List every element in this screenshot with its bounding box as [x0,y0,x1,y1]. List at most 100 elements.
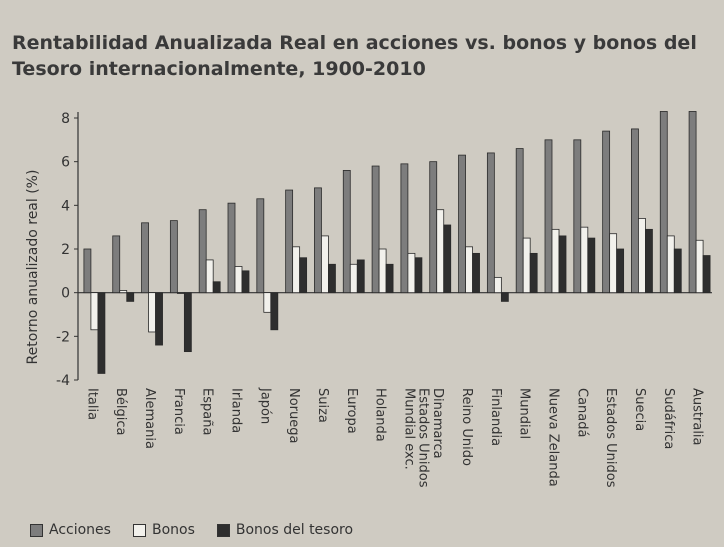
legend: Acciones Bonos Bonos del tesoro [30,522,353,538]
legend-swatch-bonos-tesoro [216,523,230,537]
x-tick-label: Canadá [574,388,589,437]
bar-bonos [148,292,156,333]
y-tick-label: 8 [61,111,70,127]
bar-acciones [112,235,121,294]
chart-title-line-2: Tesoro internacionalmente, 1900-2010 [12,58,426,80]
bar-bonos [695,239,704,294]
bar-acciones [458,154,466,294]
bar-bonos-del-tesoro [645,228,653,294]
x-tick-label: Japón [257,387,272,424]
x-tick-label: Suecia [632,388,647,431]
bar-acciones [141,222,149,294]
bar-bonos [176,292,185,294]
bar-bonos [205,259,214,294]
bar-bonos-del-tesoro [299,257,308,294]
legend-label-bonos-tesoro: Bonos del tesoro [235,522,354,538]
bar-bonos [522,237,531,294]
x-tick-label: Estados Unidos [603,388,618,488]
legend-label-acciones: Acciones [49,522,111,538]
bar-acciones [227,202,236,294]
bar-bonos [321,235,329,294]
bar-acciones [285,189,294,294]
x-tick-label: Bélgica [113,388,128,436]
bar-bonos [119,290,128,294]
bar-acciones [602,130,611,294]
bar-acciones [429,161,438,294]
bar-acciones [659,111,668,294]
bar-acciones [688,111,697,294]
bar-bonos [493,276,502,294]
bar-bonos-del-tesoro [126,292,135,302]
bar-bonos [580,226,589,294]
chart-title-line-1: Rentabilidad Anualizada Real en acciones… [12,32,697,54]
bar-bonos [465,246,473,294]
x-tick-label: Mundial exc. [401,388,416,470]
bar-acciones [573,139,582,294]
bar-bonos [263,292,272,313]
x-tick-label: Noruega [286,388,301,443]
x-tick-label: Italia [84,388,99,420]
bar-bonos [609,233,618,294]
bar-acciones [169,220,178,294]
bar-bonos-del-tesoro [673,248,682,294]
bar-bonos-del-tesoro [270,292,279,331]
bar-acciones [83,248,92,294]
bar-bonos [436,209,445,294]
bar-acciones [256,198,265,294]
x-tick-label: Irlanda [229,388,244,433]
x-tick-label: Australia [690,388,705,446]
bar-bonos-del-tesoro [356,259,365,294]
x-tick-label: Dinamarca [430,388,445,459]
bar-acciones [314,187,322,294]
bar-bonos-del-tesoro [212,281,221,294]
bar-bonos [378,248,387,294]
bar-acciones [198,209,207,294]
bar-bonos-del-tesoro [155,292,163,346]
bar-bonos-del-tesoro [616,248,625,294]
bar-bonos [292,246,301,294]
bar-acciones [371,165,380,294]
bar-bonos-del-tesoro [328,263,336,294]
y-tick-label: -4 [56,373,70,389]
x-tick-label: Mundial [517,388,532,439]
bar-bonos [234,266,243,294]
bar-acciones [544,139,553,294]
x-tick-label: Suiza [315,388,330,423]
bar-acciones [515,148,524,294]
bar-bonos-del-tesoro [587,237,596,294]
x-tick-label: Alemania [142,388,157,449]
x-tick-label: Nueva Zelanda [546,388,561,487]
bar-bonos [407,252,416,294]
y-tick-label: 2 [61,242,70,258]
legend-item-bonos-tesoro: Bonos del tesoro [216,522,354,538]
bar-bonos-del-tesoro [414,257,423,294]
bar-bonos-del-tesoro [472,252,480,294]
bar-bonos [349,263,358,294]
bar-acciones [486,152,495,294]
x-tick-label: Finlandia [488,388,503,446]
x-tick-label: Francia [171,388,186,435]
bar-bonos-del-tesoro [558,235,567,294]
y-axis-label: Retorno anualizado real (%) [25,170,41,365]
legend-swatch-bonos [132,523,146,537]
legend-item-acciones: Acciones [30,522,111,538]
bar-bonos-del-tesoro [529,252,538,294]
x-tick-label: Estados Unidos [415,388,430,488]
bar-bonos [90,292,99,331]
bar-bonos [666,235,675,294]
bar-bonos-del-tesoro [500,292,509,302]
bar-bonos-del-tesoro [241,270,250,294]
x-tick-label: Sudáfrica [661,388,676,449]
x-tick-label: Europa [344,388,359,434]
bar-acciones [400,163,409,294]
bar-bonos-del-tesoro [443,224,452,294]
y-tick-label: -2 [56,329,70,345]
y-tick-label: 4 [61,198,70,214]
legend-item-bonos: Bonos [132,522,195,538]
legend-label-bonos: Bonos [151,522,195,538]
bar-bonos-del-tesoro [385,263,394,294]
bar-acciones [631,128,639,294]
bar-bonos-del-tesoro [702,255,711,294]
